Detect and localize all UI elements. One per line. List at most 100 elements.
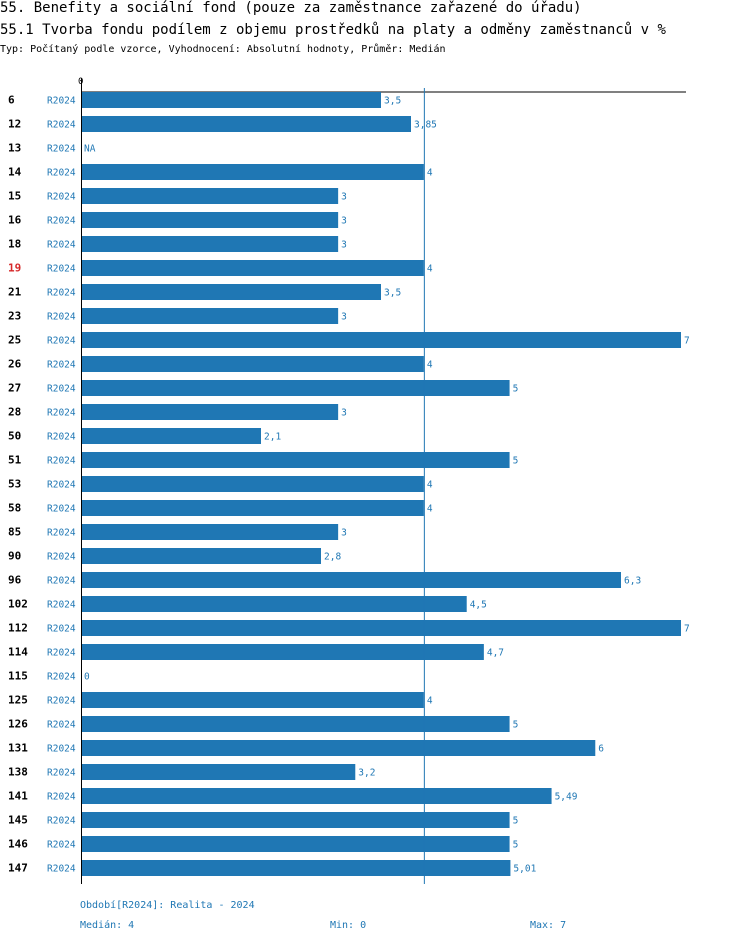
- row-period-label: R2024: [47, 120, 76, 131]
- row-id-label: 13: [8, 142, 21, 155]
- row-period-label: R2024: [47, 96, 76, 107]
- bar: [82, 452, 510, 468]
- bar: [82, 284, 381, 300]
- row-id-label: 27: [8, 382, 21, 395]
- row-period-label: R2024: [47, 312, 76, 323]
- row-period-label: R2024: [47, 672, 76, 683]
- bar: [82, 116, 411, 132]
- row-period-label: R2024: [47, 816, 76, 827]
- row-id-label: 25: [8, 334, 21, 347]
- row-period-label: R2024: [47, 720, 76, 731]
- bar: [82, 380, 510, 396]
- row-id-label: 96: [8, 574, 22, 587]
- bar-value-label: NA: [84, 144, 96, 155]
- bar: [82, 548, 321, 564]
- bar: [82, 740, 596, 756]
- row-period-label: R2024: [47, 288, 76, 299]
- bar-value-label: 3: [341, 312, 347, 323]
- bar: [82, 188, 339, 204]
- chart-title: 55. Benefity a sociální fond (pouze za z…: [0, 0, 582, 16]
- row-id-label: 16: [8, 214, 22, 227]
- row-period-label: R2024: [47, 648, 76, 659]
- row-period-label: R2024: [47, 336, 76, 347]
- bar-value-label: 7: [684, 624, 690, 635]
- bar: [82, 236, 339, 252]
- row-period-label: R2024: [47, 624, 76, 635]
- bar: [82, 212, 339, 228]
- bar: [82, 764, 356, 780]
- bar-value-label: 6: [598, 744, 604, 755]
- bar-value-label: 2,8: [324, 552, 341, 563]
- bar-value-label: 4: [427, 360, 433, 371]
- bar-value-label: 4: [427, 696, 433, 707]
- row-period-label: R2024: [47, 744, 76, 755]
- row-period-label: R2024: [47, 480, 76, 491]
- row-period-label: R2024: [47, 792, 76, 803]
- bar: [82, 164, 424, 180]
- bar: [82, 596, 467, 612]
- row-id-label: 147: [8, 862, 28, 875]
- row-id-label: 85: [8, 526, 21, 539]
- row-id-label: 145: [8, 814, 28, 827]
- bar: [82, 428, 261, 444]
- row-period-label: R2024: [47, 696, 76, 707]
- row-id-label: 21: [8, 286, 22, 299]
- row-period-label: R2024: [47, 576, 76, 587]
- row-period-label: R2024: [47, 840, 76, 851]
- row-id-label: 26: [8, 358, 22, 371]
- bar-value-label: 3: [341, 408, 347, 419]
- bar-value-label: 5: [513, 840, 519, 851]
- bar: [82, 260, 424, 276]
- bar: [82, 524, 339, 540]
- bar: [82, 308, 339, 324]
- bar: [82, 692, 424, 708]
- bar-value-label: 5: [513, 816, 519, 827]
- bar-value-label: 3: [341, 216, 347, 227]
- bar-value-label: 3,5: [384, 288, 401, 299]
- bar: [82, 644, 484, 660]
- bar-value-label: 4: [427, 168, 433, 179]
- row-id-label: 18: [8, 238, 21, 251]
- bar-value-label: 4,7: [487, 648, 504, 659]
- bar: [82, 572, 621, 588]
- row-period-label: R2024: [47, 504, 76, 515]
- median-label: Medián: 4: [80, 920, 135, 931]
- row-id-label: 14: [8, 166, 22, 179]
- bar-value-label: 5: [513, 720, 519, 731]
- bar-value-label: 4,5: [470, 600, 487, 611]
- bar-value-label: 2,1: [264, 432, 281, 443]
- row-id-label: 51: [8, 454, 22, 467]
- max-label: Max: 7: [530, 920, 567, 931]
- bar-value-label: 3: [341, 192, 347, 203]
- row-period-label: R2024: [47, 432, 76, 443]
- bar: [82, 860, 511, 876]
- bar: [82, 788, 552, 804]
- row-period-label: R2024: [47, 456, 76, 467]
- row-id-label: 125: [8, 694, 28, 707]
- bar-value-label: 5,49: [555, 792, 578, 803]
- row-id-label: 6: [8, 94, 15, 107]
- row-period-label: R2024: [47, 360, 76, 371]
- row-id-label: 28: [8, 406, 21, 419]
- bar-value-label: 6,3: [624, 576, 641, 587]
- row-id-label: 146: [8, 838, 28, 851]
- bar: [82, 356, 424, 372]
- row-id-label: 126: [8, 718, 28, 731]
- row-id-label: 112: [8, 622, 28, 635]
- bar: [82, 404, 339, 420]
- row-period-label: R2024: [47, 168, 76, 179]
- row-id-label: 115: [8, 670, 28, 683]
- chart-description: Typ: Počítaný podle vzorce, Vyhodnocení:…: [0, 44, 446, 55]
- bar-value-label: 7: [684, 336, 690, 347]
- bar-value-label: 3,2: [358, 768, 375, 779]
- bar-value-label: 5: [513, 456, 519, 467]
- bar-chart: 0 6 R2024 3,5 12 R2024 3,85 13 R2024 NA 14 R2024 4 15…: [8, 77, 690, 884]
- row-period-label: R2024: [47, 408, 76, 419]
- period-legend: Období[R2024]: Realita - 2024: [80, 900, 255, 911]
- row-id-label: 19: [8, 262, 21, 275]
- bar-value-label: 3: [341, 240, 347, 251]
- row-period-label: R2024: [47, 600, 76, 611]
- bar: [82, 500, 424, 516]
- row-period-label: R2024: [47, 552, 76, 563]
- bar: [82, 836, 510, 852]
